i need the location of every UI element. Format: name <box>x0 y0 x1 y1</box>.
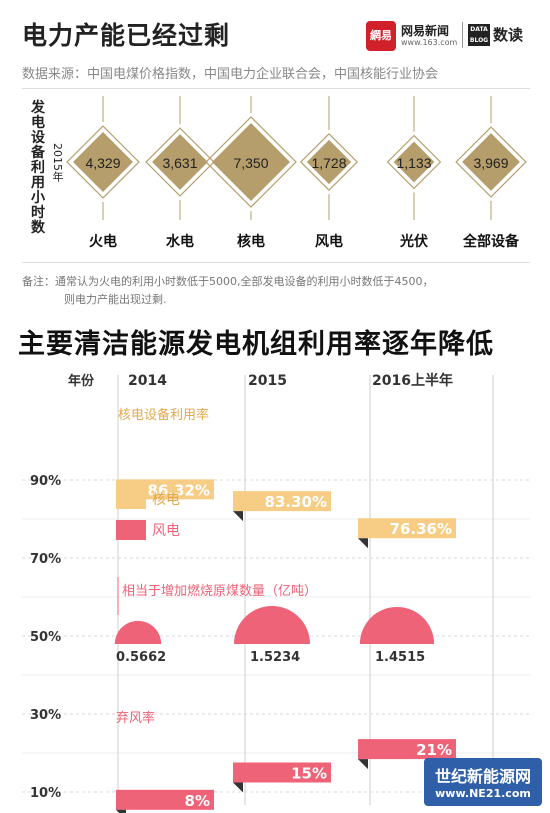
legend-label-nuclear: 核电 <box>152 492 180 508</box>
coal-semicircle <box>114 620 162 644</box>
logo-shudu: 数读 <box>493 26 524 44</box>
wind-value-label: 8% <box>185 792 210 810</box>
logo-url: www.163.com <box>401 38 458 47</box>
y-tick-label: 30% <box>30 708 61 723</box>
legend-swatch-nuclear <box>116 489 146 509</box>
bottom-chart-title: 主要清洁能源发电机组利用率逐年降低 <box>18 329 494 360</box>
coal-semicircle <box>359 606 435 644</box>
diamond-mark <box>393 141 435 183</box>
diamond-outline <box>66 125 140 199</box>
y-tick-label: 10% <box>30 786 61 801</box>
watermark-line-1: 世纪新能源网 <box>434 767 531 786</box>
source-text: 数据来源：中国电煤价格指数，中国电力企业联合会，中国核能行业协会 <box>22 67 439 82</box>
diamond-mark <box>73 132 133 192</box>
watermark-line-2: www.NE21.com <box>435 787 531 800</box>
category-label: 风电 <box>315 233 343 250</box>
nuclear-value-label: 83.30% <box>265 493 327 511</box>
bar-flag-tail <box>116 809 126 813</box>
top-chart-year-label: 2015年 <box>51 143 64 182</box>
y-tick-label: 50% <box>30 630 61 645</box>
divider-top <box>22 88 530 89</box>
category-label: 水电 <box>166 233 194 250</box>
legend-swatch-wind <box>116 520 146 540</box>
year-label: 2015 <box>248 373 287 389</box>
nuclear-bar <box>358 518 456 539</box>
diamond-value-label: 1,728 <box>311 155 346 171</box>
nuclear-bar <box>233 491 331 512</box>
diamond-mark <box>462 133 520 191</box>
nuclear-series-label: 核电设备利用率 <box>118 407 209 423</box>
diamond-value-label: 3,969 <box>473 155 508 171</box>
top-chart-y-label: 发电设备利用小时数 <box>31 100 45 236</box>
wind-bar <box>358 739 456 760</box>
diamond-outline <box>299 132 359 192</box>
legend-label-wind: 风电 <box>152 523 180 539</box>
ne21-watermark: 世纪新能源网 www.NE21.com <box>424 758 542 806</box>
bar-flag-tail <box>233 782 243 793</box>
category-label: 火电 <box>89 233 117 250</box>
wind-series-label: 弃风率 <box>116 710 155 726</box>
logo-divider <box>462 22 463 48</box>
clean-energy-chart: 年份 2014 2015 2016上半年 90% 70% 50% 30% 10% 核电设备利用率 8… <box>22 372 530 813</box>
wind-value-label: 15% <box>291 765 327 783</box>
nuclear-value-label: 86.32% <box>148 481 210 499</box>
data-blog-logo-icon: DATA BLOG <box>468 24 490 46</box>
bar-flag-tail <box>233 511 243 522</box>
bar-flag-tail <box>358 759 368 770</box>
divider-middle <box>22 262 530 263</box>
coal-value-label: 1.4515 <box>375 650 425 665</box>
coal-value-label: 0.5662 <box>116 650 166 665</box>
diamond-mark <box>306 139 352 185</box>
coal-series-label: 相当于增加燃烧原煤数量（亿吨） <box>122 583 317 599</box>
note-line-1: 备注：通常认为火电的利用小时数低于5000,全部发电设备的利用小时数低于4500… <box>22 275 434 288</box>
netease-logo-icon: 網易 <box>366 21 396 51</box>
diamond-value-label: 7,350 <box>233 155 268 171</box>
coal-semicircle <box>234 606 310 644</box>
diamond-outline <box>455 126 527 198</box>
bar-flag-tail <box>358 538 368 549</box>
wind-bar <box>233 762 331 783</box>
diamond-outline <box>145 127 215 197</box>
year-label: 2016上半年 <box>372 372 453 389</box>
diamond-value-label: 1,133 <box>396 155 431 171</box>
year-label: 2014 <box>128 373 167 389</box>
category-label: 核电 <box>237 233 265 250</box>
y-tick-label: 70% <box>30 552 61 567</box>
diamond-outline <box>205 116 297 208</box>
y-tick-label: 90% <box>30 474 61 489</box>
diamond-mark <box>152 134 208 190</box>
diamond-mark <box>212 123 290 201</box>
logo-name: 网易新闻 <box>401 24 450 38</box>
page-title: 电力产能已经过剩 <box>22 21 231 50</box>
wind-bar <box>116 789 214 810</box>
diamond-value-label: 3,631 <box>162 155 197 171</box>
utilization-hours-chart: 4,329 火电 3,631 水电 7,350 核电 1,728 风电 1,133 光伏 3,969… <box>66 96 527 250</box>
coal-value-label: 1.5234 <box>250 650 300 665</box>
nuclear-value-label: 76.36% <box>390 520 452 538</box>
wind-value-label: 21% <box>416 741 452 759</box>
note-text: 备注：通常认为火电的利用小时数低于5000,全部发电设备的利用小时数低于4500… <box>22 273 532 309</box>
diamond-outline <box>386 134 442 190</box>
diamond-value-label: 4,329 <box>85 155 120 171</box>
category-label: 光伏 <box>399 233 428 250</box>
category-label: 全部设备 <box>462 233 520 250</box>
note-line-2: 则电力产能出现过剩. <box>64 293 167 306</box>
year-header: 年份 <box>68 373 95 389</box>
